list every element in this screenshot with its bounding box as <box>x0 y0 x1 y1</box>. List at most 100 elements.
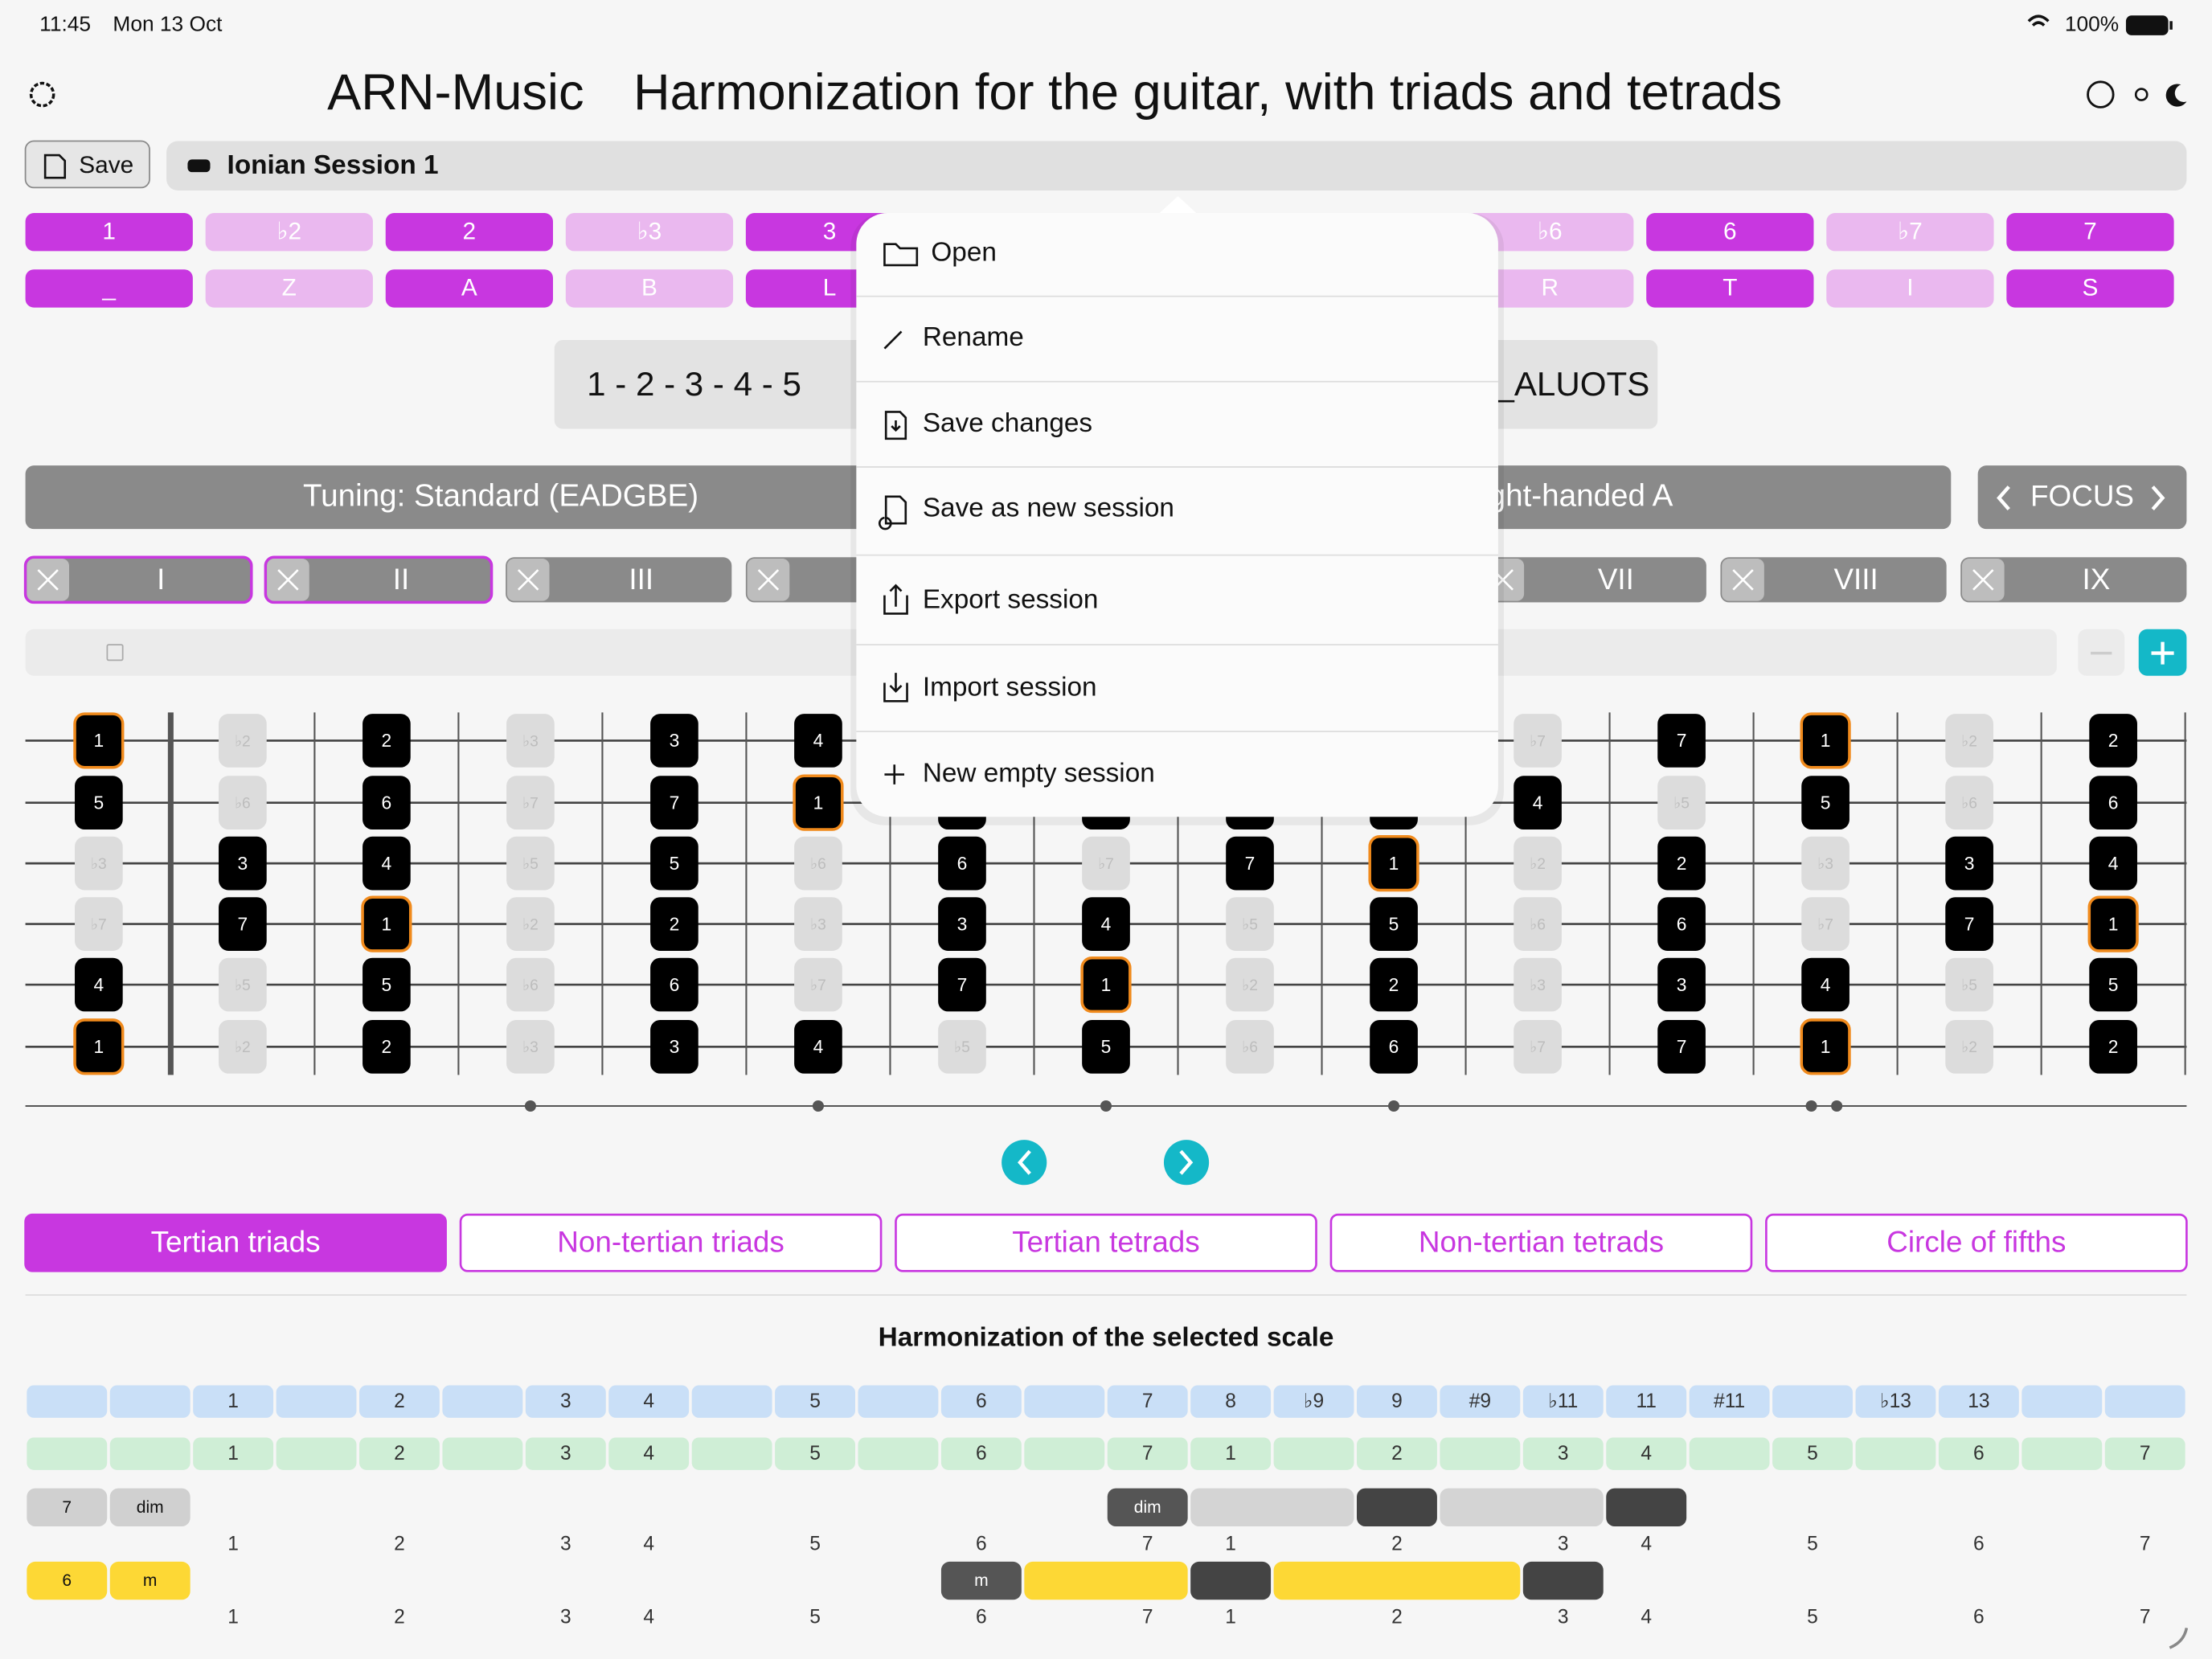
note[interactable] <box>1226 957 1274 1012</box>
position-tab[interactable] <box>23 555 253 604</box>
note[interactable] <box>73 1018 125 1075</box>
note[interactable] <box>1801 836 1849 891</box>
note[interactable] <box>1801 957 1849 1012</box>
note[interactable] <box>650 714 698 768</box>
degree-chip[interactable] <box>205 213 373 252</box>
note[interactable] <box>2087 895 2139 952</box>
note[interactable] <box>75 957 123 1012</box>
degree-chip[interactable] <box>2006 213 2174 252</box>
note[interactable] <box>363 776 411 830</box>
degree-chip[interactable] <box>25 213 193 252</box>
note[interactable] <box>794 957 842 1012</box>
note[interactable] <box>793 774 844 831</box>
note[interactable] <box>219 836 267 891</box>
note[interactable] <box>1945 776 1993 830</box>
note[interactable] <box>1657 714 1706 768</box>
degree-chip[interactable] <box>1646 269 1814 308</box>
chord-tab[interactable] <box>1765 1213 2188 1272</box>
note[interactable] <box>1514 714 1562 768</box>
degree-chip[interactable] <box>205 269 373 308</box>
note[interactable] <box>73 712 125 769</box>
position-tab[interactable] <box>1960 557 2187 603</box>
note[interactable] <box>1514 776 1562 830</box>
note[interactable] <box>1657 957 1706 1012</box>
note[interactable] <box>1945 836 1993 891</box>
note[interactable] <box>938 1019 986 1074</box>
note[interactable] <box>1800 1018 1851 1075</box>
note[interactable] <box>1945 957 1993 1012</box>
note[interactable] <box>219 957 267 1012</box>
note[interactable] <box>363 1019 411 1074</box>
note[interactable] <box>2089 957 2137 1012</box>
note[interactable] <box>219 897 267 951</box>
note[interactable] <box>1657 776 1706 830</box>
note[interactable] <box>1657 897 1706 951</box>
note[interactable] <box>1801 897 1849 951</box>
note[interactable] <box>506 957 555 1012</box>
note[interactable] <box>650 957 698 1012</box>
note[interactable] <box>2089 1019 2137 1074</box>
note[interactable] <box>794 897 842 951</box>
note[interactable] <box>1082 1019 1130 1074</box>
note[interactable] <box>794 1019 842 1074</box>
note[interactable] <box>1657 1019 1706 1074</box>
note[interactable] <box>2089 776 2137 830</box>
note[interactable] <box>1370 957 1418 1012</box>
degree-chip[interactable] <box>1466 213 1634 252</box>
note[interactable] <box>794 836 842 891</box>
note[interactable] <box>1945 897 1993 951</box>
chord-tab[interactable] <box>459 1213 883 1272</box>
note[interactable] <box>1226 897 1274 951</box>
note[interactable] <box>938 897 986 951</box>
note[interactable] <box>219 776 267 830</box>
degree-chip[interactable] <box>1826 269 1994 308</box>
degree-chip[interactable] <box>385 269 553 308</box>
chord-root[interactable] <box>1107 1488 1188 1527</box>
note[interactable] <box>1514 897 1562 951</box>
note[interactable] <box>650 776 698 830</box>
nav-button[interactable] <box>1002 1140 1047 1186</box>
position-tab[interactable] <box>506 557 732 603</box>
note[interactable] <box>650 836 698 891</box>
degree-chip[interactable] <box>385 213 553 252</box>
degree-chip[interactable] <box>25 269 193 308</box>
note[interactable] <box>1514 1019 1562 1074</box>
position-tab[interactable] <box>1480 557 1706 603</box>
note[interactable] <box>1226 1019 1274 1074</box>
note[interactable] <box>1945 1019 1993 1074</box>
chord-tab[interactable] <box>895 1213 1317 1272</box>
note[interactable] <box>938 836 986 891</box>
degree-chip[interactable] <box>2006 269 2174 308</box>
settings-button[interactable] <box>29 81 55 108</box>
note[interactable] <box>794 714 842 768</box>
note[interactable] <box>75 897 123 951</box>
degree-chip[interactable] <box>565 269 734 308</box>
note[interactable] <box>1082 897 1130 951</box>
note[interactable] <box>361 895 412 952</box>
session-bar[interactable] <box>166 141 2187 190</box>
note[interactable] <box>75 776 123 830</box>
degree-chip[interactable] <box>1826 213 1994 252</box>
note[interactable] <box>506 776 555 830</box>
note[interactable] <box>75 836 123 891</box>
note[interactable] <box>219 1019 267 1074</box>
position-tab[interactable] <box>264 555 494 604</box>
note[interactable] <box>1801 776 1849 830</box>
position-tab[interactable] <box>1720 557 1947 603</box>
note[interactable] <box>1657 836 1706 891</box>
note[interactable] <box>1514 836 1562 891</box>
light-mode-button[interactable] <box>2134 88 2149 101</box>
note[interactable] <box>363 836 411 891</box>
note[interactable] <box>650 1019 698 1074</box>
note[interactable] <box>938 957 986 1012</box>
note[interactable] <box>2089 836 2137 891</box>
note[interactable] <box>1800 712 1851 769</box>
note[interactable] <box>1514 957 1562 1012</box>
nav-button[interactable] <box>1163 1140 1210 1186</box>
note[interactable] <box>1370 897 1418 951</box>
dark-mode-button[interactable] <box>2165 84 2187 107</box>
note[interactable] <box>1082 836 1130 891</box>
note[interactable] <box>506 1019 555 1074</box>
note[interactable] <box>1226 836 1274 891</box>
note[interactable] <box>1080 956 1132 1014</box>
